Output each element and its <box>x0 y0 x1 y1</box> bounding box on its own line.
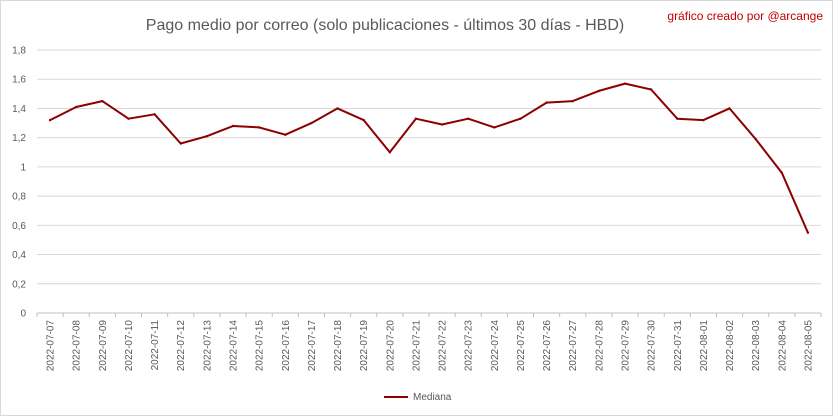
y-axis-ticks: 0 0,2 0,4 0,6 0,8 1 1,2 1,4 1,6 1,8 <box>12 46 26 320</box>
x-tick-label: 2022-07-31 <box>673 320 684 372</box>
y-tick-label: 0,2 <box>12 279 26 290</box>
data-point <box>728 107 731 110</box>
data-point <box>754 137 757 141</box>
x-tick-label: 2022-07-22 <box>438 320 449 372</box>
data-point <box>467 117 470 120</box>
y-tick-label: 1,6 <box>12 75 26 86</box>
x-tick-label: 2022-07-15 <box>255 320 266 372</box>
x-tick-label: 2022-07-25 <box>516 320 527 372</box>
data-point <box>205 135 209 138</box>
legend: Mediana <box>384 392 452 403</box>
data-point <box>597 89 601 93</box>
x-tick-label: 2022-07-29 <box>621 320 632 372</box>
chart-title: Pago medio por correo (solo publicacione… <box>146 17 624 34</box>
data-point <box>440 123 444 126</box>
x-tick-label: 2022-07-26 <box>542 320 553 372</box>
y-tick-label: 1,4 <box>12 104 26 115</box>
x-axis-ticks: 2022-07-07 2022-07-08 2022-07-09 2022-07-10… <box>36 313 822 372</box>
x-tick-label: 2022-07-19 <box>359 320 370 372</box>
data-point <box>48 118 52 122</box>
data-point <box>127 117 130 120</box>
data-point <box>284 133 287 136</box>
series-line-mediana <box>49 82 809 234</box>
data-point <box>649 88 653 91</box>
data-point <box>257 126 261 129</box>
x-tick-label: 2022-07-23 <box>464 320 475 372</box>
x-tick-label: 2022-07-13 <box>202 320 213 372</box>
data-point <box>493 126 496 129</box>
x-tick-label: 2022-07-07 <box>46 320 57 372</box>
data-point <box>101 99 104 103</box>
data-point <box>179 142 182 145</box>
x-tick-label: 2022-08-04 <box>777 320 788 372</box>
x-tick-label: 2022-07-18 <box>333 320 344 372</box>
x-tick-label: 2022-08-01 <box>699 320 710 372</box>
data-point <box>676 117 679 120</box>
x-tick-label: 2022-07-28 <box>594 320 605 372</box>
x-tick-label: 2022-08-05 <box>803 320 814 372</box>
x-tick-label: 2022-07-20 <box>385 320 396 372</box>
data-point <box>571 99 574 103</box>
x-tick-label: 2022-07-27 <box>568 320 579 372</box>
data-point <box>231 124 235 128</box>
data-point <box>702 118 705 122</box>
x-tick-label: 2022-07-30 <box>647 320 658 372</box>
data-point <box>336 107 339 110</box>
data-point <box>414 117 418 120</box>
y-tick-label: 0 <box>20 309 26 320</box>
chart-credit: gráfico creado por @arcange <box>667 9 823 23</box>
x-tick-label: 2022-07-17 <box>307 320 318 372</box>
x-tick-label: 2022-07-09 <box>98 320 109 372</box>
series-layer <box>48 82 810 234</box>
data-point <box>545 101 548 104</box>
x-tick-label: 2022-07-11 <box>150 320 161 371</box>
legend-label-mediana: Mediana <box>413 392 452 403</box>
x-tick-label: 2022-07-08 <box>72 320 83 372</box>
data-point <box>362 118 365 122</box>
data-point <box>75 105 78 109</box>
y-tick-label: 0,6 <box>12 221 26 232</box>
data-point <box>519 117 522 120</box>
x-tick-label: 2022-08-02 <box>725 320 736 372</box>
x-tick-label: 2022-07-24 <box>490 320 501 372</box>
data-point <box>780 171 783 174</box>
x-tick-label: 2022-07-16 <box>281 320 292 372</box>
y-tick-label: 1,2 <box>12 133 26 144</box>
y-tick-label: 1 <box>20 162 26 173</box>
x-tick-label: 2022-07-12 <box>176 320 187 372</box>
y-tick-label: 1,8 <box>12 46 26 57</box>
y-tick-label: 0,8 <box>12 192 26 203</box>
x-tick-label: 2022-07-10 <box>124 320 135 372</box>
y-tick-label: 0,4 <box>12 250 26 261</box>
data-point <box>310 121 313 125</box>
x-tick-label: 2022-07-14 <box>229 320 240 372</box>
data-point <box>153 113 156 116</box>
data-point <box>623 82 627 85</box>
data-point <box>806 231 810 234</box>
x-tick-label: 2022-08-03 <box>751 320 762 372</box>
x-tick-label: 2022-07-21 <box>411 320 422 372</box>
data-point <box>388 151 391 154</box>
gridlines <box>37 49 821 314</box>
